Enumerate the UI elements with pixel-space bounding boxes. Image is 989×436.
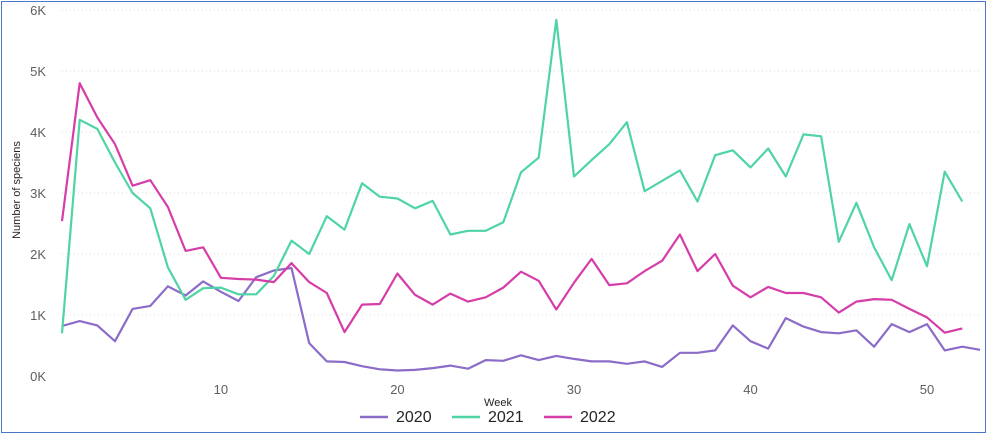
y-tick-label: 4K [30, 125, 46, 140]
legend-label: 2022 [580, 409, 616, 426]
gridlines [62, 9, 980, 316]
x-tick-label: 20 [390, 382, 404, 397]
x-tick-label: 50 [920, 382, 934, 397]
series-line-2022 [60, 82, 963, 334]
x-tick-label: 30 [567, 382, 581, 397]
series-lines [60, 18, 981, 372]
series-line-2020 [61, 266, 981, 372]
y-tick-label: 1K [30, 308, 46, 323]
y-tick-label: 0K [30, 369, 46, 384]
legend: 2020 2021 2022 [360, 409, 616, 426]
y-tick-label: 5K [30, 64, 46, 79]
series-line-2021 [60, 18, 964, 334]
y-tick-label: 3K [30, 186, 46, 201]
y-tick-label: 2K [30, 247, 46, 262]
x-axis-ticks: 10 20 30 40 50 [214, 382, 935, 397]
x-axis-title: Week [484, 397, 512, 409]
legend-item-2021: 2021 [452, 409, 524, 426]
legend-label: 2021 [488, 409, 524, 426]
legend-item-2022: 2022 [544, 409, 616, 426]
x-tick-label: 10 [214, 382, 228, 397]
legend-label: 2020 [396, 409, 432, 426]
y-tick-label: 6K [30, 3, 46, 18]
legend-item-2020: 2020 [360, 409, 432, 426]
y-axis-title: Number of speciens [11, 141, 23, 239]
x-tick-label: 40 [743, 382, 757, 397]
y-axis-ticks: 0K 1K 2K 3K 4K 5K 6K [30, 3, 46, 384]
